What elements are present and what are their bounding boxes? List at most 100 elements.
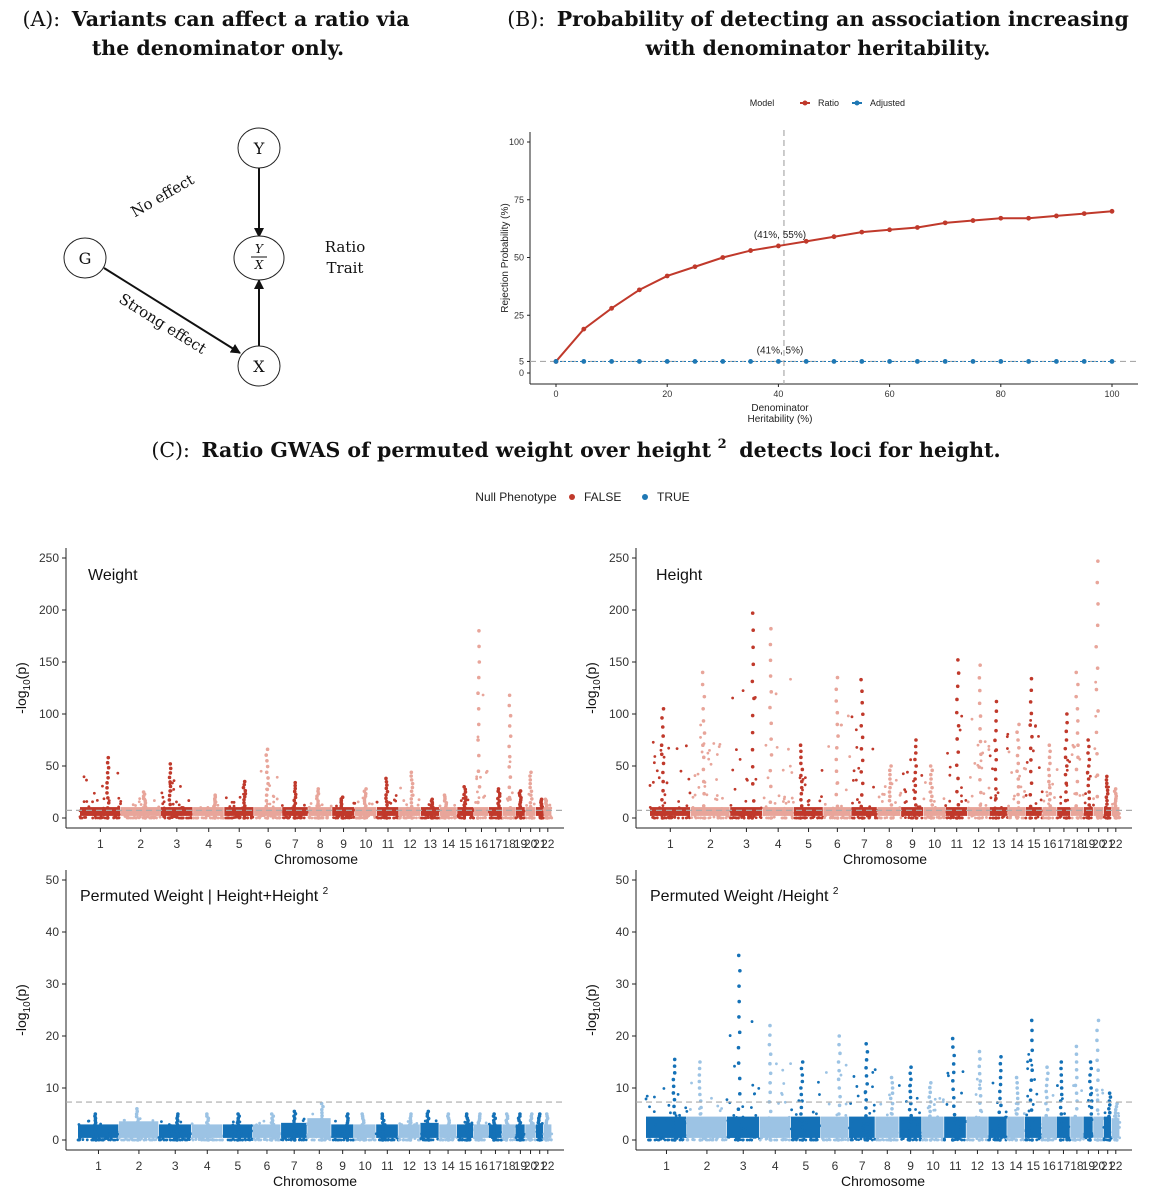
height-peak-point: [1047, 773, 1052, 778]
height-snp-point: [1117, 816, 1121, 820]
height-snp-point: [684, 816, 688, 820]
permuted-adjusted-snp-point: [368, 1138, 372, 1142]
height-snp-point: [759, 806, 763, 810]
permuted-adjusted-peak-point: [136, 1127, 141, 1132]
permuted-ratio-peak-point: [1030, 1128, 1035, 1132]
weight-snp-point: [152, 807, 156, 811]
height-peak-point: [978, 714, 983, 718]
permuted-ratio-snp-point: [1094, 1122, 1098, 1125]
height-peak-point: [928, 790, 933, 794]
permuted-ratio-y-title-sub: 10: [592, 1001, 603, 1013]
height-snp-point: [987, 748, 991, 751]
permuted-ratio-chr-tick-label: 16: [1042, 1159, 1056, 1173]
height-snp-point: [987, 786, 991, 790]
permuted-ratio-peak-point: [1029, 1078, 1034, 1082]
height-snp-point: [659, 748, 663, 752]
height-snp-point: [1043, 806, 1047, 810]
permuted-ratio-peak-point: [737, 999, 741, 1004]
height-peak-point: [955, 684, 960, 689]
permuted-ratio-snp-point: [738, 1135, 742, 1139]
permuted-ratio-snp-point: [733, 1064, 736, 1068]
permuted-adjusted-snp-point: [500, 1133, 504, 1136]
permuted-ratio-snp-point: [1043, 1138, 1047, 1142]
permuted-adjusted-chr-tick-label: 19: [514, 1159, 528, 1173]
height-snp-point: [793, 816, 797, 820]
permuted-ratio-peak-point: [1095, 1048, 1100, 1053]
series-point-ratio: [637, 287, 642, 293]
permuted-ratio-snp-point: [984, 1119, 988, 1122]
permuted-ratio-snp-point: [775, 1138, 779, 1142]
weight-snp-point: [157, 805, 161, 809]
height-peak-point: [1016, 738, 1020, 742]
permuted-ratio-snp-point: [883, 1130, 887, 1134]
weight-snp-point: [227, 813, 231, 817]
weight-snp-point: [525, 804, 528, 807]
height-snp-point: [823, 802, 827, 806]
permuted-ratio-snp-point: [727, 1135, 731, 1139]
permuted-ratio-peak-point: [1096, 1018, 1101, 1023]
height-snp-point: [754, 777, 758, 781]
permuted-ratio-peak-point: [672, 1124, 677, 1129]
permuted-ratio-snp-point: [984, 1138, 988, 1142]
height-snp-point: [920, 816, 924, 820]
permuted-ratio-peak-point: [999, 1103, 1003, 1108]
permuted-ratio-snp-point: [821, 1128, 825, 1132]
permuted-ratio-snp-point: [881, 1137, 884, 1141]
permuted-adjusted-snp-point: [126, 1132, 130, 1136]
permuted-ratio-snp-point: [941, 1100, 945, 1104]
weight-peak-point: [384, 776, 388, 781]
height-snp-point: [787, 800, 791, 804]
panel-b-x-tick-label: 100: [1104, 389, 1119, 399]
height-snp-point: [1023, 790, 1026, 793]
node-g-label: G: [79, 249, 92, 268]
permuted-adjusted-snp-point: [115, 1138, 119, 1142]
weight-snp-point: [421, 816, 425, 820]
height-peak-point: [750, 816, 755, 820]
permuted-adjusted-snp-point: [356, 1136, 360, 1140]
permuted-ratio-peak-point: [908, 1071, 912, 1076]
height-chr-tick-label: 17: [1057, 837, 1071, 851]
height-snp-point: [948, 799, 952, 803]
height-peak-point: [888, 768, 892, 773]
permuted-ratio-snp-point: [775, 1135, 778, 1139]
permuted-ratio-snp-point: [721, 1135, 724, 1139]
height-peak-point: [702, 816, 707, 820]
weight-chr-tick-label: 17: [489, 837, 503, 851]
permuted-ratio-snp-point: [859, 1137, 863, 1141]
permuted-ratio-snp-point: [792, 1138, 795, 1142]
permuted-ratio-snp-point: [650, 1132, 653, 1136]
height-peak-point: [930, 803, 935, 807]
permuted-ratio-snp-point: [741, 1138, 745, 1142]
permuted-ratio-peak-point: [697, 1086, 702, 1090]
permuted-ratio-peak-point: [1059, 1060, 1064, 1064]
permuted-ratio-peak-point: [865, 1082, 869, 1086]
height-chr-15-base: [1025, 807, 1042, 816]
weight-peak-point: [141, 790, 146, 794]
height-snp-point: [941, 815, 945, 819]
weight-peak-point: [411, 793, 415, 797]
weight-snp-point: [258, 812, 262, 816]
height-peak-point: [834, 746, 839, 750]
permuted-ratio-snp-point: [888, 1093, 891, 1097]
permuted-adjusted-snp-point: [104, 1133, 108, 1137]
height-peak-point: [1096, 602, 1100, 606]
permuted-ratio-snp-point: [683, 1121, 687, 1125]
permuted-ratio-snp-point: [914, 1117, 918, 1121]
permuted-ratio-peak-point: [1107, 1091, 1112, 1095]
permuted-adjusted-snp-point: [285, 1138, 288, 1142]
weight-snp-point: [284, 812, 288, 816]
weight-snp-point: [127, 816, 130, 820]
permuted-adjusted-x-title: Chromosome: [273, 1173, 357, 1189]
permuted-ratio-snp-point: [844, 1063, 848, 1067]
permuted-adjusted-snp-point: [287, 1138, 291, 1141]
weight-snp-point: [269, 814, 273, 818]
permuted-adjusted-snp-point: [262, 1131, 266, 1135]
permuted-ratio-chr-14-base: [1007, 1116, 1025, 1138]
height-peak-point: [1015, 753, 1020, 758]
weight-snp-point: [275, 797, 279, 801]
weight-snp-point: [352, 815, 356, 819]
series-point-adjusted: [720, 359, 726, 364]
weight-peak-point: [106, 796, 110, 800]
permuted-ratio-snp-point: [780, 1093, 784, 1096]
permuted-adjusted-snp-point: [487, 1122, 491, 1126]
